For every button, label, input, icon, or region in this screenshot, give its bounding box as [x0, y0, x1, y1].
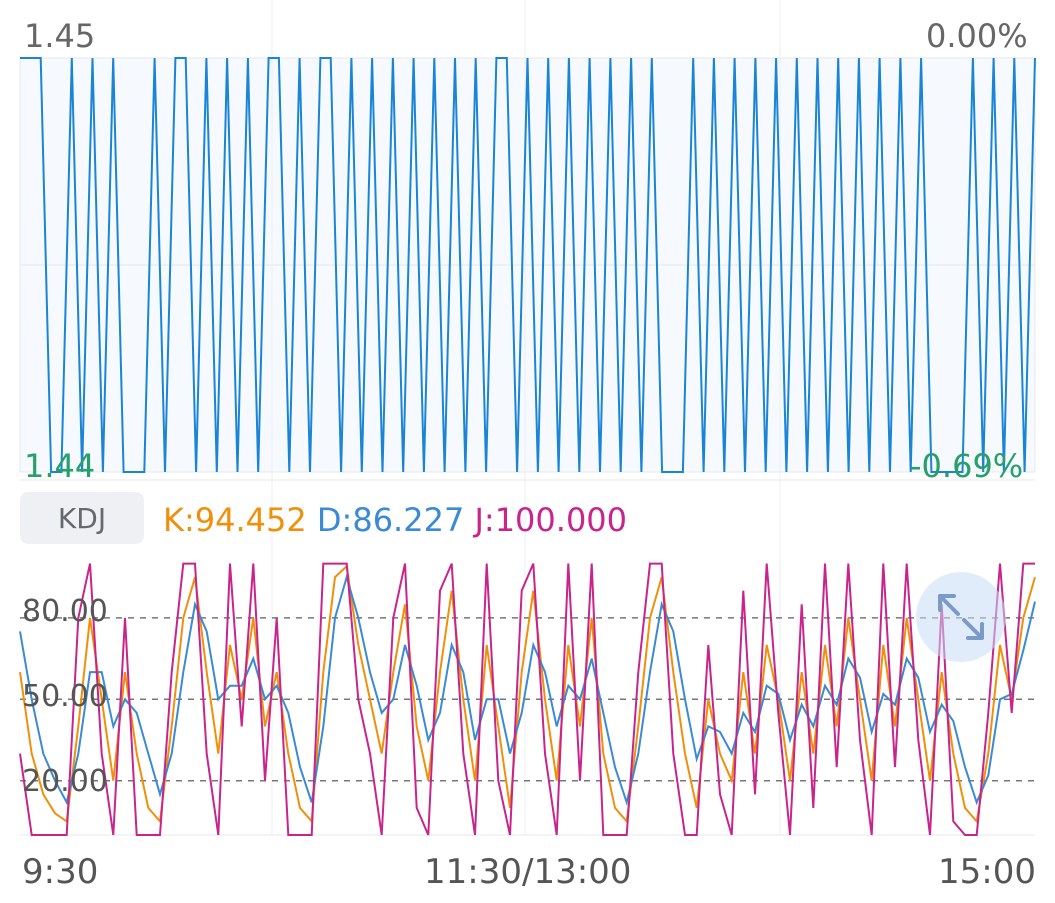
kdj-values: K:94.452 D:86.227 J:100.000 [163, 500, 627, 540]
price-low-label: 1.44 [24, 447, 96, 485]
x-label-mid: 11:30/13:00 [424, 852, 632, 892]
kdj-y-tick-20: 20.00 [22, 764, 108, 799]
indicator-selector-button[interactable]: KDJ [20, 492, 144, 544]
x-label-end: 15:00 [938, 852, 1036, 892]
kdj-y-tick-50: 50.00 [22, 679, 108, 714]
j-value: J:100.000 [474, 501, 628, 539]
kdj-y-tick-80: 80.00 [22, 594, 108, 629]
expand-icon [938, 594, 984, 640]
expand-chart-button[interactable] [916, 572, 1006, 662]
k-value: K:94.452 [163, 501, 307, 539]
x-label-start: 9:30 [22, 852, 99, 892]
k-line [19, 564, 1036, 824]
d-value: D:86.227 [316, 501, 465, 539]
price-line [20, 57, 1036, 473]
j-line [19, 562, 1035, 836]
d-line [19, 573, 1036, 807]
pct-low-label: -0.69% [910, 447, 1024, 485]
price-high-label: 1.45 [24, 17, 96, 55]
pct-high-label: 0.00% [926, 17, 1028, 55]
